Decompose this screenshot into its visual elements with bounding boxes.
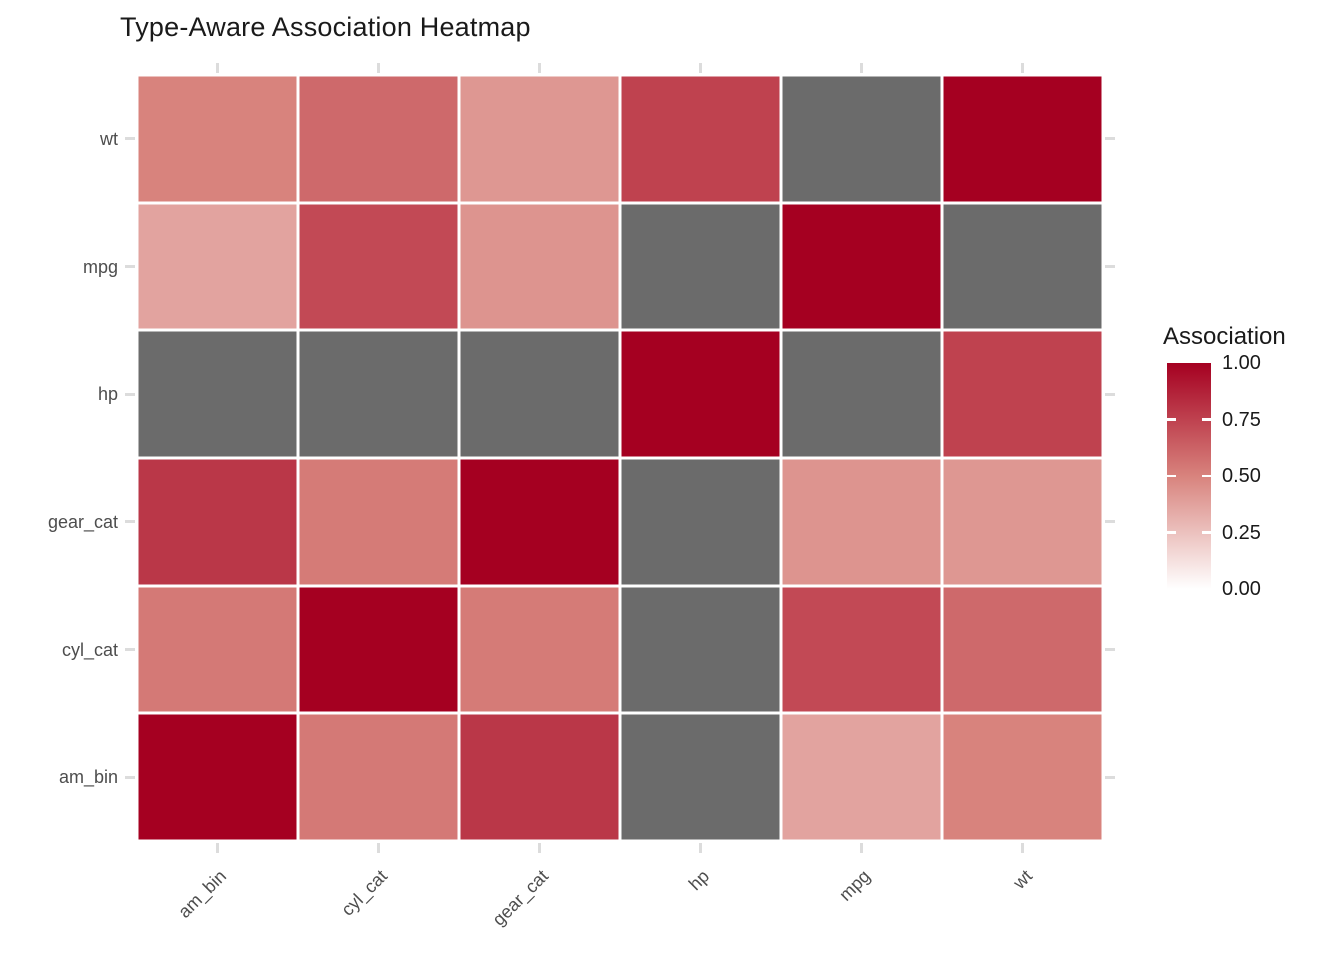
y-tick-left-hp xyxy=(125,392,135,396)
y-tick-left-gear_cat xyxy=(125,520,135,524)
y-tick-right-mpg xyxy=(1105,265,1115,268)
heatmap-cell-gear_cat-gear_cat xyxy=(459,457,620,586)
legend-tick-label-0.75: 0.75 xyxy=(1222,408,1261,431)
heatmap-cell-cyl_cat-hp xyxy=(620,585,781,714)
x-tick-bottom-hp xyxy=(699,843,702,853)
heatmap-cell-am_bin-cyl_cat xyxy=(298,713,459,841)
legend-tick-mark xyxy=(1202,531,1211,534)
y-axis-label-cyl_cat: cyl_cat xyxy=(61,639,118,660)
heatmap-cell-am_bin-mpg xyxy=(781,713,942,841)
heatmap-cell-hp-gear_cat xyxy=(459,330,620,458)
x-axis-label-mpg: mpg xyxy=(835,865,875,905)
x-tick-bottom-gear_cat xyxy=(538,843,541,853)
heatmap-cell-cyl_cat-wt xyxy=(942,585,1103,714)
heatmap-cell-hp-am_bin xyxy=(137,330,298,458)
heatmap-cell-wt-gear_cat xyxy=(459,75,620,203)
heatmap-cell-cyl_cat-gear_cat xyxy=(459,585,620,714)
y-axis-label-gear_cat: gear_cat xyxy=(47,511,118,532)
heatmap-cell-hp-hp xyxy=(620,330,781,458)
y-tick-right-gear_cat xyxy=(1105,520,1115,524)
heatmap-cell-wt-cyl_cat xyxy=(298,75,459,203)
heatmap-cell-gear_cat-wt xyxy=(942,457,1103,586)
x-tick-bottom-mpg xyxy=(860,843,863,853)
y-tick-right-am_bin xyxy=(1105,775,1115,779)
x-tick-top-cyl_cat xyxy=(377,63,380,73)
heatmap-cell-gear_cat-mpg xyxy=(781,457,942,586)
x-tick-top-gear_cat xyxy=(538,63,541,73)
y-axis-label-mpg: mpg xyxy=(82,256,118,277)
heatmap-cell-am_bin-am_bin xyxy=(137,713,298,841)
heatmap-cell-mpg-hp xyxy=(620,202,781,331)
heatmap-cell-am_bin-wt xyxy=(942,713,1103,841)
heatmap-cell-wt-am_bin xyxy=(137,75,298,203)
y-axis-label-wt: wt xyxy=(100,128,118,149)
heatmap-cell-gear_cat-am_bin xyxy=(137,457,298,586)
legend-tick-label-0.50: 0.50 xyxy=(1222,465,1261,487)
heatmap-cell-mpg-am_bin xyxy=(137,202,298,331)
x-axis-label-gear_cat: gear_cat xyxy=(488,865,553,930)
y-axis-label-am_bin: am_bin xyxy=(58,767,118,788)
x-axis-label-am_bin: am_bin xyxy=(174,865,231,922)
legend-tick-label-0.25: 0.25 xyxy=(1222,521,1261,544)
y-axis-label-hp: hp xyxy=(97,384,118,405)
heatmap-cell-cyl_cat-cyl_cat xyxy=(298,585,459,714)
legend-tick-label-1.00: 1.00 xyxy=(1222,352,1261,374)
heatmap-cell-wt-mpg xyxy=(781,75,942,203)
x-tick-top-mpg xyxy=(860,63,863,73)
heatmap-cell-mpg-wt xyxy=(942,202,1103,331)
legend-tick-mark xyxy=(1167,474,1176,478)
heatmap-panel xyxy=(137,75,1103,841)
heatmap-cell-mpg-gear_cat xyxy=(459,202,620,331)
heatmap-cell-am_bin-hp xyxy=(620,713,781,841)
y-tick-left-cyl_cat xyxy=(125,648,135,651)
legend-title: Association xyxy=(1163,323,1286,350)
heatmap-cell-hp-wt xyxy=(942,330,1103,458)
x-axis-label-hp: hp xyxy=(685,865,714,895)
legend-tick-mark xyxy=(1167,418,1176,421)
heatmap-cell-mpg-cyl_cat xyxy=(298,202,459,331)
y-tick-left-wt xyxy=(125,137,135,141)
heatmap-cell-hp-mpg xyxy=(781,330,942,458)
x-axis-label-wt: wt xyxy=(1008,865,1036,893)
y-tick-right-cyl_cat xyxy=(1105,648,1115,651)
heatmap-cell-cyl_cat-mpg xyxy=(781,585,942,714)
heatmap-cell-wt-hp xyxy=(620,75,781,203)
heatmap-cell-mpg-mpg xyxy=(781,202,942,331)
legend-tick-mark xyxy=(1167,531,1176,534)
legend-tick-mark xyxy=(1202,418,1211,421)
heatmap-cell-gear_cat-hp xyxy=(620,457,781,586)
legend-tick-mark xyxy=(1202,474,1211,478)
heatmap-cell-am_bin-gear_cat xyxy=(459,713,620,841)
heatmap-cell-cyl_cat-am_bin xyxy=(137,585,298,714)
y-tick-left-am_bin xyxy=(125,775,135,779)
x-axis-label-cyl_cat: cyl_cat xyxy=(337,865,392,920)
y-tick-right-wt xyxy=(1105,137,1115,141)
legend-tick-label-0.00: 0.00 xyxy=(1222,578,1261,600)
heatmap-cell-gear_cat-cyl_cat xyxy=(298,457,459,586)
x-tick-bottom-cyl_cat xyxy=(377,843,380,853)
x-tick-bottom-am_bin xyxy=(216,843,219,853)
page-title: Type-Aware Association Heatmap xyxy=(120,12,531,42)
x-tick-bottom-wt xyxy=(1021,843,1024,853)
y-tick-left-mpg xyxy=(125,265,135,268)
x-tick-top-hp xyxy=(699,63,702,73)
x-tick-top-wt xyxy=(1021,63,1024,73)
y-tick-right-hp xyxy=(1105,392,1115,396)
heatmap-cell-hp-cyl_cat xyxy=(298,330,459,458)
heatmap-cell-wt-wt xyxy=(942,75,1103,203)
x-tick-top-am_bin xyxy=(216,63,219,73)
